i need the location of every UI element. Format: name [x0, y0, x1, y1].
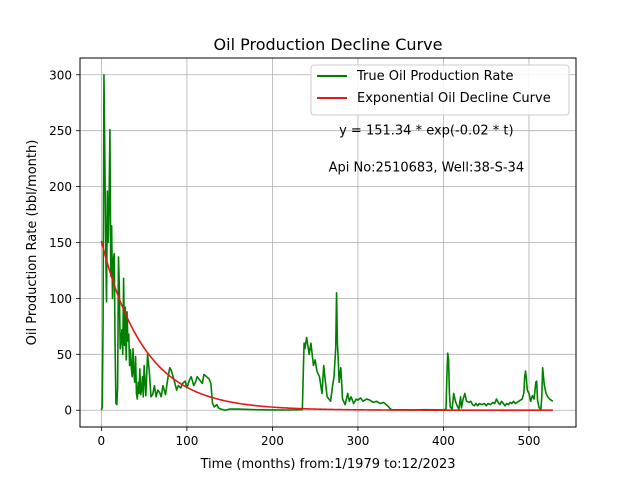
y-tick-label: 200 — [49, 180, 72, 194]
x-tick-label: 100 — [175, 434, 198, 448]
grid-lines — [80, 58, 576, 427]
y-tick-label: 0 — [64, 404, 72, 418]
y-tick-label: 150 — [49, 236, 72, 250]
chart-title: Oil Production Decline Curve — [214, 35, 443, 54]
equation-annotation: y = 151.34 * exp(-0.02 * t) — [339, 124, 513, 139]
y-tick-label: 100 — [49, 292, 72, 306]
legend: True Oil Production Rate Exponential Oil… — [310, 64, 570, 116]
y-tick-label: 250 — [49, 124, 72, 138]
x-tick-label: 300 — [346, 434, 369, 448]
y-tick-label: 50 — [57, 348, 72, 362]
x-tick-label: 500 — [518, 434, 541, 448]
x-tick-label: 0 — [98, 434, 106, 448]
x-axis-label: Time (months) from:1/1979 to:12/2023 — [199, 457, 455, 472]
legend-label-true-production: True Oil Production Rate — [356, 69, 513, 84]
axis-ticks: 0 100 200 300 400 500 0 50 100 150 200 250 300 — [49, 68, 540, 448]
exponential-decline-line — [100, 240, 553, 412]
series-lines — [100, 73, 554, 412]
true-production-line — [100, 73, 554, 412]
y-tick-label: 300 — [49, 68, 72, 82]
x-tick-label: 400 — [432, 434, 455, 448]
legend-label-exponential-decline: Exponential Oil Decline Curve — [357, 91, 551, 106]
well-annotation: Api No:2510683, Well:38-S-34 — [329, 161, 525, 176]
x-tick-label: 200 — [261, 434, 284, 448]
y-axis-label: Oil Production Rate (bbl/month) — [25, 140, 40, 346]
legend-box — [310, 64, 570, 116]
